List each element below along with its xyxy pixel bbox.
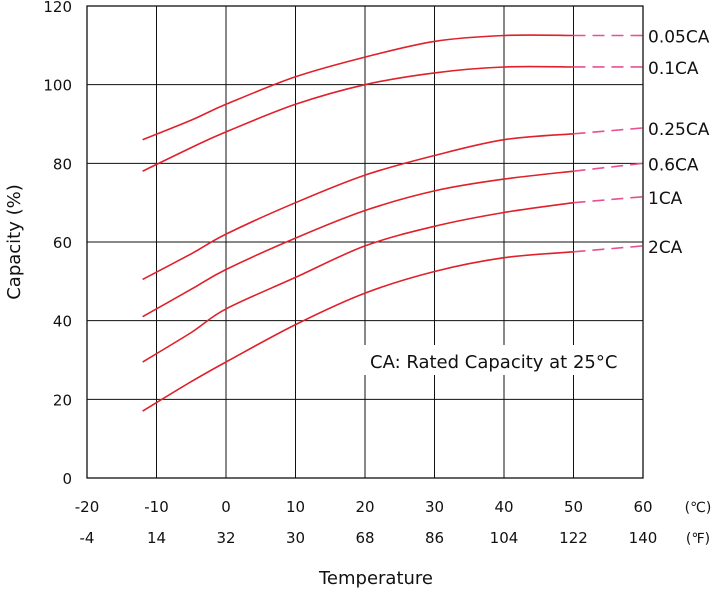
x-tick-label-celsius: 40 (494, 498, 513, 516)
y-tick-label: 60 (53, 234, 72, 252)
series-label-0.05CA: 0.05CA (648, 28, 710, 48)
grid (86, 5, 644, 479)
x-tick-label-fahrenheit: 30 (286, 529, 305, 547)
x-tick-label-fahrenheit: 32 (216, 529, 235, 547)
y-tick-label: 40 (53, 313, 72, 331)
x-tick-label-fahrenheit: -4 (80, 529, 95, 547)
x-tick-label-fahrenheit: 122 (559, 529, 588, 547)
series-line-0.1CA (142, 65, 574, 172)
x-tick-label-fahrenheit: 86 (425, 529, 444, 547)
series-line-0.25CA (142, 133, 574, 281)
series-label-1CA: 1CA (648, 189, 683, 209)
annotation-background (362, 345, 640, 375)
series-dash-0.25CA (573, 127, 644, 135)
y-tick-label: 0 (62, 470, 72, 488)
y-axis-title: Capacity (%) (4, 184, 25, 300)
x-tick-label-celsius: 50 (564, 498, 583, 516)
series-line-0.6CA (142, 170, 574, 318)
x-tick-label-celsius: 20 (355, 498, 374, 516)
x-tick-label-celsius: 0 (221, 498, 231, 516)
x-unit-fahrenheit: (℉) (686, 531, 710, 547)
x-tick-label-celsius: 60 (633, 498, 652, 516)
x-tick-label-celsius: -10 (144, 498, 169, 516)
series-label-0.1CA: 0.1CA (648, 59, 699, 79)
series-label-2CA: 2CA (648, 238, 683, 258)
series-lines (142, 34, 644, 412)
series-label-0.6CA: 0.6CA (648, 155, 699, 175)
x-tick-label-celsius: -20 (75, 498, 100, 516)
series-dash-2CA (573, 245, 644, 253)
series-dash-0.6CA (573, 162, 644, 172)
x-tick-label-fahrenheit: 68 (355, 529, 374, 547)
y-tick-label: 20 (53, 391, 72, 409)
x-tick-label-fahrenheit: 104 (490, 529, 519, 547)
series-line-1CA (142, 201, 574, 363)
series-line-0.05CA (142, 34, 574, 141)
series-dash-1CA (573, 195, 644, 204)
chart-annotation: CA: Rated Capacity at 25°C (370, 352, 617, 373)
y-tick-label: 100 (43, 77, 72, 95)
y-tick-label: 120 (43, 0, 72, 16)
x-tick-label-celsius: 30 (425, 498, 444, 516)
series-label-0.25CA: 0.25CA (648, 120, 710, 140)
y-tick-label: 80 (53, 155, 72, 173)
x-tick-label-celsius: 10 (286, 498, 305, 516)
series-line-2CA (142, 251, 574, 412)
x-unit-celsius: (℃) (685, 500, 712, 516)
series-labels: 0.05CA 0.1CA 0.25CA 0.6CA 1CA 2CA (648, 28, 710, 258)
x-tick-label-fahrenheit: 140 (629, 529, 658, 547)
x-tick-label-fahrenheit: 14 (147, 529, 166, 547)
x-axis-title: Temperature (318, 568, 433, 589)
tick-labels: 020406080100120-20-4-1014032103020683086… (43, 0, 711, 547)
